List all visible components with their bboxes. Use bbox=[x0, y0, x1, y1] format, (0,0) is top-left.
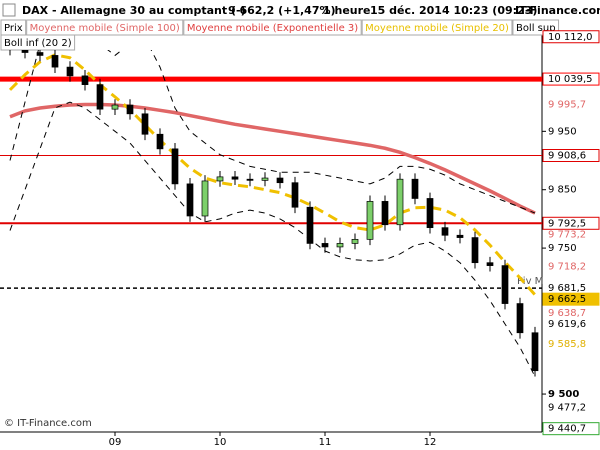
candle-body bbox=[411, 178, 419, 199]
candle-body bbox=[66, 66, 74, 77]
brand: IT-Finance.com bbox=[515, 4, 600, 17]
candle-body bbox=[96, 84, 104, 110]
candle-body bbox=[156, 133, 164, 150]
legend-tab[interactable] bbox=[183, 19, 362, 36]
legend-tab-label: Boll inf (20 2) bbox=[4, 38, 72, 49]
candle-body bbox=[531, 332, 539, 372]
legend-tab[interactable] bbox=[0, 34, 76, 51]
candle-body bbox=[81, 75, 89, 85]
legend-tab[interactable] bbox=[361, 19, 513, 36]
legend-tab-label: Boll sup bbox=[516, 23, 556, 34]
y-tick-label: 9 850 bbox=[548, 185, 577, 196]
price-label: 9 908,6 bbox=[548, 151, 586, 162]
candle-body bbox=[336, 243, 344, 248]
date: 15 déc. 2014 10:23 (09:23) bbox=[370, 4, 537, 17]
candle-body bbox=[186, 183, 194, 217]
price-badge bbox=[542, 292, 600, 306]
x-tick-label: 12 bbox=[424, 437, 437, 448]
legend-tab-label: Moyenne mobile (Exponentielle 3) bbox=[187, 23, 358, 34]
candle-body bbox=[261, 177, 269, 181]
price-label: 10 112,0 bbox=[548, 32, 593, 43]
candle-body bbox=[456, 234, 464, 238]
candle-body bbox=[426, 198, 434, 229]
candle-body bbox=[111, 104, 119, 110]
candle-body bbox=[351, 238, 359, 244]
price-label: 9 638,7 bbox=[548, 308, 586, 319]
candle-body bbox=[321, 243, 329, 248]
price-badge bbox=[542, 216, 600, 230]
x-tick-label: 11 bbox=[319, 437, 332, 448]
price-label: 9 995,7 bbox=[548, 100, 586, 111]
price-label: 9 440,7 bbox=[548, 424, 586, 435]
candle-body bbox=[21, 50, 29, 53]
price-label: 9 619,6 bbox=[548, 319, 586, 330]
y-tick-label: 9 950 bbox=[548, 126, 577, 137]
candle-body bbox=[141, 113, 149, 135]
candle-body bbox=[276, 177, 284, 184]
legend-tab-label: Moyenne mobile (Simple 20) bbox=[365, 23, 509, 34]
candle-body bbox=[36, 52, 44, 56]
legend-tab[interactable] bbox=[26, 19, 184, 36]
y-tick-label: 9 500 bbox=[548, 389, 579, 400]
indicator-line bbox=[8, 53, 537, 296]
indicator-line bbox=[9, 101, 536, 377]
candle-body bbox=[216, 176, 224, 182]
candle-body bbox=[501, 265, 509, 304]
y-tick-label: 9 750 bbox=[548, 243, 577, 254]
candle-body bbox=[516, 303, 524, 334]
candle-body bbox=[126, 104, 134, 115]
price-badge bbox=[542, 72, 600, 86]
x-tick-label: 09 bbox=[109, 437, 122, 448]
candle-body bbox=[441, 227, 449, 236]
candle-body bbox=[306, 206, 314, 244]
footer: © IT-Finance.com bbox=[4, 418, 92, 429]
price-label: 9 718,2 bbox=[548, 262, 586, 273]
price-label: 9 792,5 bbox=[548, 218, 586, 229]
last-price: 9 662,2 (+1,47%) bbox=[228, 4, 336, 17]
price-label: 9 681,5 bbox=[548, 283, 586, 294]
period: 1 heure bbox=[323, 4, 371, 17]
price-label: 9 773,2 bbox=[548, 230, 586, 241]
candle-body bbox=[291, 182, 299, 208]
pivot-label: Piv M bbox=[517, 276, 543, 287]
candle-body bbox=[366, 201, 374, 240]
candle-body bbox=[51, 55, 59, 68]
candle-body bbox=[486, 262, 494, 266]
price-badge bbox=[542, 30, 600, 44]
indicator-line bbox=[9, 50, 536, 214]
plot bbox=[0, 50, 542, 377]
candle-body bbox=[471, 237, 479, 264]
price-label: 9 585,8 bbox=[548, 339, 586, 350]
candle-body bbox=[201, 180, 209, 217]
candle-body bbox=[396, 178, 404, 226]
price-label: 10 039,5 bbox=[548, 74, 593, 85]
price-label: 9 662,5 bbox=[548, 294, 586, 305]
instrument: DAX - Allemagne 30 au comptant (-) bbox=[22, 4, 246, 17]
candle-body bbox=[171, 148, 179, 185]
menu-icon[interactable] bbox=[2, 3, 16, 17]
price-label: 9 477,2 bbox=[548, 402, 586, 413]
legend-tab-label: Prix bbox=[4, 23, 23, 34]
legend-tab-label: Moyenne mobile (Simple 100) bbox=[30, 23, 180, 34]
candle-body bbox=[231, 176, 239, 180]
candle-body bbox=[381, 201, 389, 226]
price-badge bbox=[542, 149, 600, 163]
candle-body bbox=[246, 178, 254, 181]
x-tick-label: 10 bbox=[214, 437, 227, 448]
price-badge bbox=[542, 422, 600, 436]
